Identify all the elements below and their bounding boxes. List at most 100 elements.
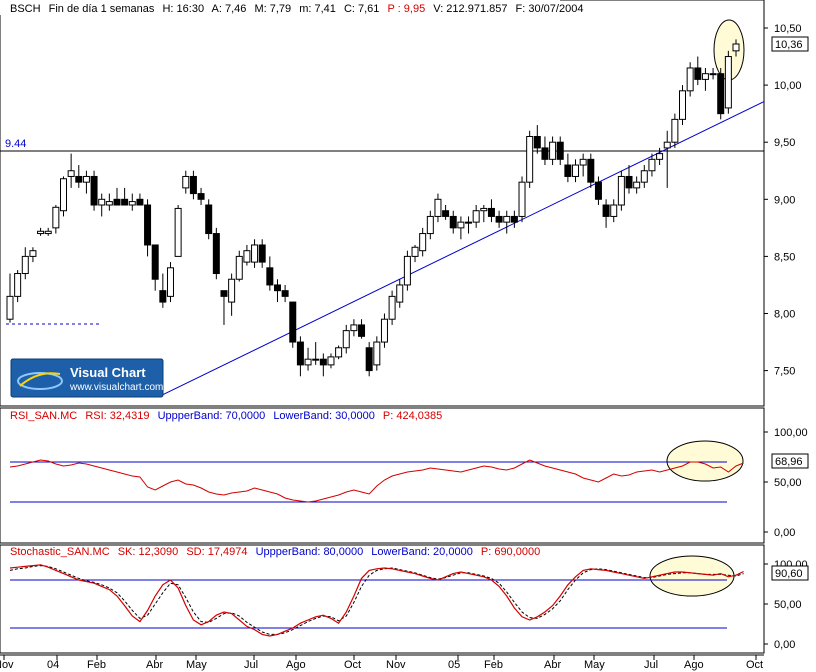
- candle: [266, 256, 274, 291]
- candle: [166, 262, 174, 303]
- rsi-bands: [10, 461, 727, 503]
- candle: [663, 130, 671, 188]
- stoch-sd: SD: 17,4974: [186, 546, 247, 558]
- osc-tick-label: 100,00: [774, 427, 808, 439]
- stoch-upper: UppperBand: 80,0000: [256, 546, 364, 558]
- trendline: [158, 101, 765, 398]
- x-tick-label: Oct: [746, 659, 763, 671]
- candle: [625, 165, 633, 194]
- rsi-name: RSI_SAN.MC: [10, 410, 77, 422]
- candle: [273, 279, 281, 303]
- candle: [281, 284, 289, 303]
- price-tick-label: 7,50: [774, 366, 795, 378]
- candle: [465, 216, 473, 234]
- svg-text:68,96: 68,96: [775, 456, 803, 468]
- candle: [182, 170, 190, 194]
- stoch-last-tag: 90,60: [771, 565, 809, 581]
- candle: [487, 199, 495, 223]
- rsi-header: RSI_SAN.MC RSI: 32,4319 UppperBand: 70,0…: [10, 410, 442, 422]
- candle: [90, 170, 98, 211]
- candle: [151, 244, 159, 291]
- candle: [633, 176, 641, 194]
- rsi-value: RSI: 32,4319: [85, 410, 149, 422]
- x-tick-label: Nov: [386, 659, 406, 671]
- stoch-sk: SK: 12,3090: [118, 546, 179, 558]
- price-tick-label: 8,00: [774, 309, 795, 321]
- candle: [380, 313, 388, 348]
- candle: [14, 270, 22, 303]
- candle: [44, 227, 52, 236]
- candle: [510, 210, 518, 228]
- price-header-bg: [0, 0, 560, 15]
- candle: [75, 165, 83, 188]
- candle: [648, 153, 656, 177]
- x-tick-label: Ago: [684, 659, 704, 671]
- rsi-highlight-ellipse: [666, 440, 744, 482]
- candle: [144, 199, 152, 257]
- rsi-plot-area: [0, 407, 765, 544]
- candle: [503, 210, 511, 234]
- candle: [442, 205, 450, 220]
- candle: [549, 136, 557, 166]
- candle: [556, 136, 564, 166]
- candle: [419, 227, 427, 257]
- candle: [732, 39, 740, 57]
- x-tick-label: 05: [448, 659, 460, 671]
- candle: [258, 239, 266, 268]
- price-volume: V: 212.971.857: [433, 3, 507, 15]
- rsi-y-ticks: 0,00 50,00 100,00: [764, 427, 808, 539]
- x-tick-label: Ago: [286, 659, 306, 671]
- globe-icon: [17, 372, 63, 390]
- last-price-tag: 10,36: [771, 36, 809, 52]
- candle: [358, 319, 366, 339]
- osc-tick-label: 50,00: [774, 599, 802, 611]
- rsi-line: [9, 459, 744, 503]
- candle: [289, 301, 297, 348]
- candle: [29, 247, 37, 263]
- price-hour: H: 16:30: [162, 3, 204, 15]
- candle: [472, 205, 480, 228]
- price-y-ticks: 7,50 8,00 8,50 9,00 9,50 10,00 10,50: [764, 23, 802, 378]
- price-p: P : 9,95: [387, 3, 425, 15]
- candle: [243, 244, 251, 266]
- price-date: F: 30/07/2004: [516, 3, 584, 15]
- candle: [396, 279, 404, 308]
- candle: [220, 290, 228, 325]
- candle: [197, 187, 205, 206]
- x-tick-label: May: [584, 659, 605, 671]
- stoch-p: P: 690,0000: [481, 546, 540, 558]
- candle: [136, 193, 144, 206]
- price-header: BSCH Fin de día 1 semanas H: 16:30 A: 7,…: [10, 3, 583, 15]
- candle: [251, 239, 259, 268]
- candle: [82, 170, 90, 194]
- price-open: A: 7,46: [212, 3, 247, 15]
- rsi-upper: UppperBand: 70,0000: [158, 410, 266, 422]
- candle: [403, 250, 411, 291]
- candle: [526, 130, 534, 188]
- candle: [671, 113, 679, 148]
- candle: [373, 336, 381, 371]
- candle: [342, 324, 350, 354]
- candle: [312, 342, 320, 365]
- candle: [686, 62, 694, 97]
- stoch-name: Stochastic_SAN.MC: [10, 546, 110, 558]
- osc-tick-label: 0,00: [774, 639, 795, 651]
- candle: [495, 210, 503, 228]
- candle: [701, 67, 709, 91]
- candle: [365, 342, 373, 377]
- candle: [205, 199, 213, 240]
- candle: [335, 345, 343, 360]
- x-tick-label: Jul: [244, 659, 258, 671]
- candle: [296, 336, 304, 377]
- candle: [656, 147, 664, 166]
- candle: [572, 159, 580, 183]
- price-high: M: 7,79: [254, 3, 291, 15]
- candle: [113, 187, 121, 206]
- price-tick-label: 10,50: [774, 23, 802, 35]
- rsi-last-tag: 68,96: [771, 453, 809, 469]
- svg-text:10,36: 10,36: [775, 39, 803, 51]
- visual-chart-logo: Visual Chart www.visualchart.com: [10, 358, 164, 398]
- candle: [174, 205, 182, 257]
